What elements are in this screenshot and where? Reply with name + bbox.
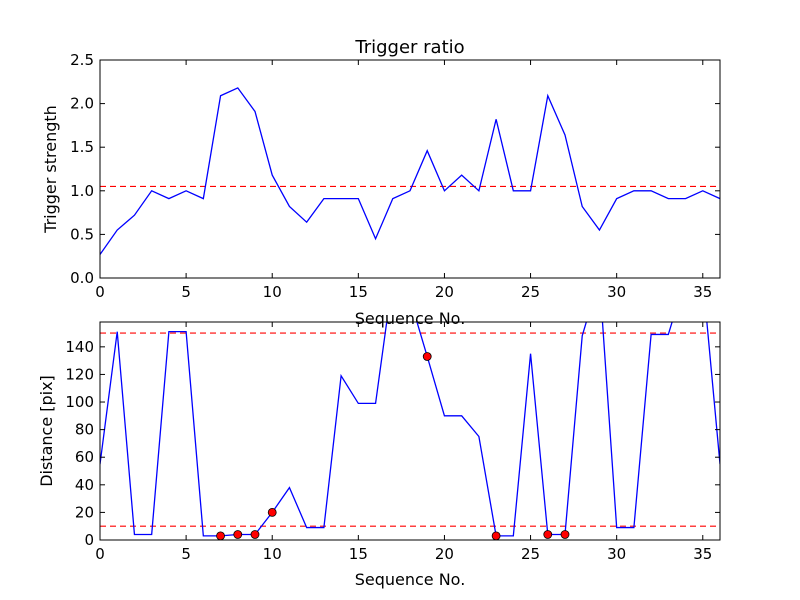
x-tick-label: 15 <box>349 283 368 301</box>
y-tick-label: 2.0 <box>70 95 94 113</box>
y-axis-label: Distance [pix] <box>37 375 56 487</box>
data-point-marker <box>560 530 570 539</box>
trigger-ratio-chart: Trigger ratio 0 5 10 15 20 25 30 35 0.0 0.5 1.0 1.… <box>41 37 721 328</box>
x-tick-label: 0 <box>95 545 105 563</box>
y-tick-label: 0.0 <box>70 269 94 287</box>
x-tick-label: 10 <box>263 283 282 301</box>
data-point-marker <box>216 531 225 540</box>
x-tick-label: 5 <box>181 283 191 301</box>
x-tick-label: 25 <box>521 545 540 563</box>
x-tick-label: 0 <box>95 283 105 301</box>
chart-title: Trigger ratio <box>354 37 464 58</box>
x-tick-label: 10 <box>263 545 282 563</box>
y-axis: 0 20 40 60 80 100 120 140 <box>65 338 720 549</box>
x-tick-label: 30 <box>607 545 626 563</box>
x-tick-label: 20 <box>435 545 454 563</box>
data-point-marker <box>543 530 553 539</box>
x-axis: 0 5 10 15 20 25 30 35 <box>95 322 712 563</box>
data-point-marker <box>267 508 277 517</box>
x-tick-label: 30 <box>607 283 626 301</box>
plot-area <box>100 322 720 540</box>
axes-frame <box>99 59 721 279</box>
data-point-marker <box>233 530 243 539</box>
y-tick-label: 120 <box>65 365 94 383</box>
data-point-marker <box>422 352 432 361</box>
distance-chart: 0 5 10 15 20 25 30 35 0 20 40 60 80 100 120 140 Sequen… <box>37 321 721 589</box>
x-tick-label: 25 <box>521 283 540 301</box>
data-point-marker <box>491 531 501 540</box>
y-tick-label: 0.5 <box>70 225 94 243</box>
series-line <box>100 87 720 255</box>
x-tick-label: 35 <box>693 545 712 563</box>
data-point-marker <box>250 530 260 539</box>
axes-frame <box>99 321 721 541</box>
y-tick-label: 1.0 <box>70 182 94 200</box>
y-tick-label: 140 <box>65 338 94 356</box>
x-tick-label: 5 <box>181 545 191 563</box>
x-tick-label: 20 <box>435 283 454 301</box>
series-line <box>100 322 720 537</box>
y-tick-label: 100 <box>65 393 94 411</box>
y-axis: 0.0 0.5 1.0 1.5 2.0 2.5 <box>70 51 720 287</box>
x-tick-label: 35 <box>693 283 712 301</box>
y-tick-label: 0 <box>84 531 94 549</box>
y-tick-label: 2.5 <box>70 51 94 69</box>
y-tick-label: 20 <box>75 503 94 521</box>
x-axis-label: Sequence No. <box>355 309 466 328</box>
x-tick-label: 15 <box>349 545 368 563</box>
y-axis-label: Trigger strength <box>41 105 60 234</box>
x-axis: 0 5 10 15 20 25 30 35 <box>95 60 712 301</box>
y-tick-label: 40 <box>75 476 94 494</box>
y-tick-label: 60 <box>75 448 94 466</box>
x-axis-label: Sequence No. <box>355 570 466 589</box>
y-tick-label: 80 <box>75 421 94 439</box>
y-tick-label: 1.5 <box>70 138 94 156</box>
plot-area <box>100 87 720 255</box>
